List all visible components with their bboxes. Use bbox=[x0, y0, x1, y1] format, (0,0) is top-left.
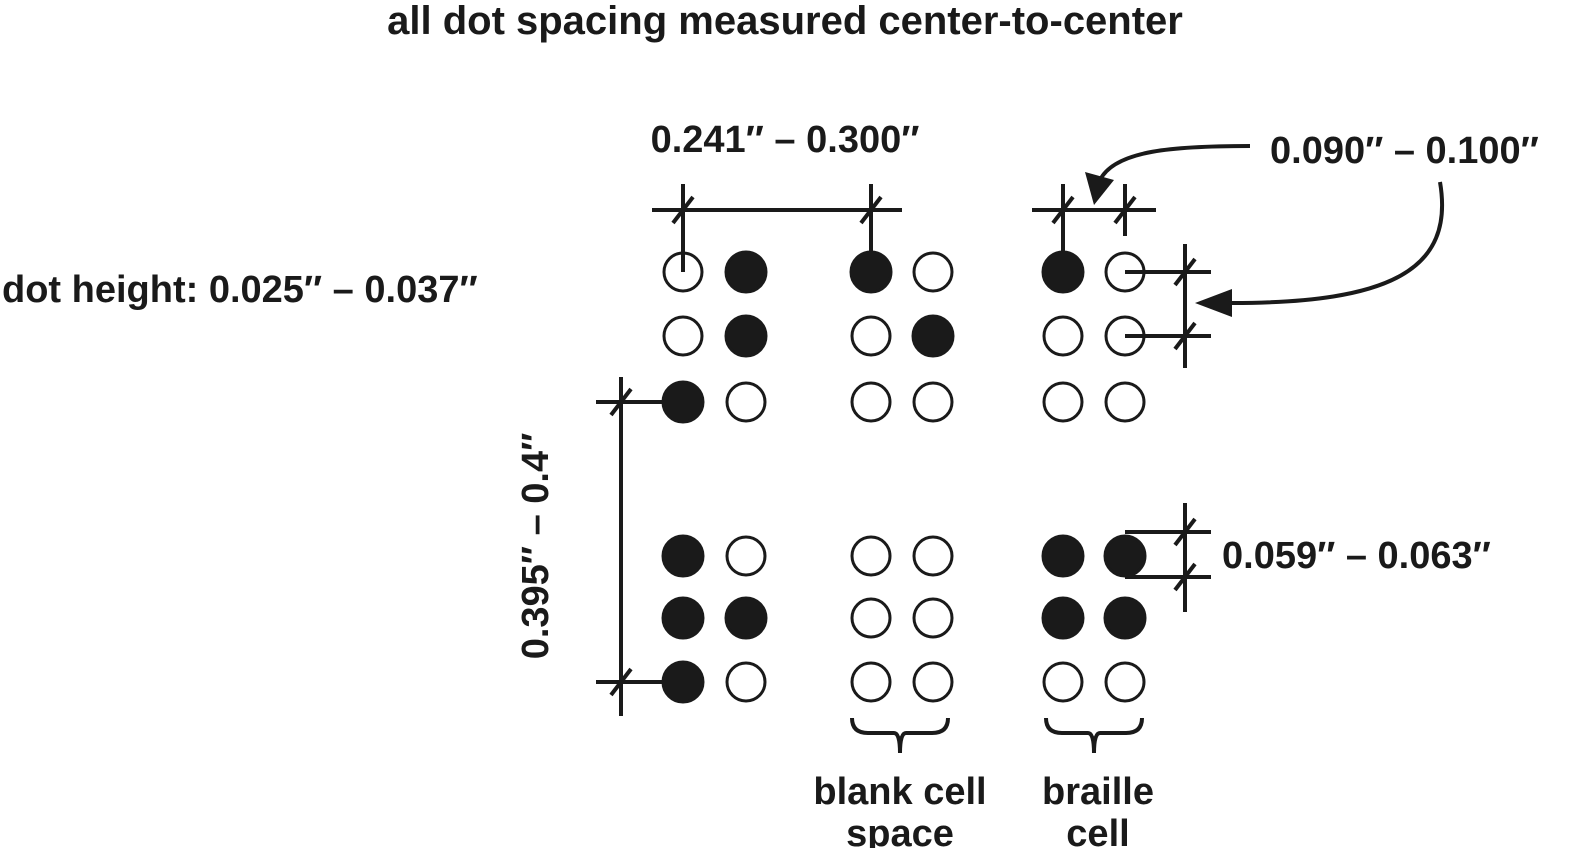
cell-spacing-slash-right bbox=[859, 195, 883, 225]
empty-dot-position bbox=[1042, 661, 1084, 703]
empty-dot-position bbox=[725, 535, 767, 577]
line-spacing-label: 0.395″ – 0.4″ bbox=[515, 433, 557, 660]
empty-dot-position bbox=[850, 597, 892, 639]
raised-dot bbox=[1041, 596, 1085, 640]
raised-dot bbox=[1103, 596, 1147, 640]
blank-cell-label-line1: blank cell bbox=[813, 771, 986, 813]
raised-dot bbox=[724, 314, 768, 358]
empty-dot-position bbox=[850, 381, 892, 423]
empty-dot-position bbox=[1042, 381, 1084, 423]
dot-base-slash-bottom bbox=[1173, 562, 1197, 592]
dot-spacing-arrowhead-vertical bbox=[1195, 289, 1232, 317]
empty-dot-position bbox=[850, 661, 892, 703]
dot-base-slash-top bbox=[1173, 517, 1197, 547]
empty-dot-position bbox=[912, 661, 954, 703]
dot-spacing-arrow-curve-horizontal bbox=[1098, 144, 1251, 182]
raised-dot bbox=[661, 596, 705, 640]
empty-dot-position bbox=[850, 535, 892, 577]
blank-cell-label-line2: space bbox=[846, 813, 954, 848]
dot-spacing-slash-v-top bbox=[1173, 257, 1197, 287]
dot-spacing-slash-h-right bbox=[1113, 195, 1137, 225]
raised-dot bbox=[1103, 534, 1147, 578]
cell-spacing-label: 0.241″ – 0.300″ bbox=[651, 119, 920, 161]
line-spacing-dimension: 0.395″ – 0.4″ bbox=[515, 377, 683, 716]
blank-cell-brace bbox=[850, 717, 950, 754]
empty-dot-position bbox=[912, 597, 954, 639]
cell-spacing-dimension: 0.241″ – 0.300″ bbox=[651, 119, 920, 272]
dot-spacing-arrow-curve-vertical bbox=[1231, 181, 1445, 305]
dot-spacing-dimension: 0.090″ – 0.100″ bbox=[1032, 130, 1539, 368]
empty-dot-position bbox=[662, 315, 704, 357]
braille-cell-label-line2: cell bbox=[1066, 813, 1129, 848]
empty-dot-position bbox=[1042, 315, 1084, 357]
braille-dots bbox=[661, 250, 1147, 704]
raised-dot bbox=[724, 250, 768, 294]
braille-cell bbox=[1041, 534, 1147, 703]
braille-cell-brace bbox=[1044, 717, 1144, 754]
cell-spacing-slash-left bbox=[671, 195, 695, 225]
dot-height-label: dot height: 0.025″ – 0.037″ bbox=[2, 269, 478, 311]
braille-cell bbox=[661, 250, 768, 424]
empty-dot-position bbox=[912, 381, 954, 423]
dot-spacing-slash-h-left bbox=[1051, 195, 1075, 225]
dot-base-dimension: 0.059″ – 0.063″ bbox=[1125, 503, 1491, 612]
empty-dot-position bbox=[1104, 381, 1146, 423]
diagram-title: all dot spacing measured center-to-cente… bbox=[387, 0, 1183, 43]
raised-dot bbox=[724, 596, 768, 640]
line-spacing-slash-top bbox=[609, 387, 633, 417]
empty-dot-position bbox=[912, 535, 954, 577]
empty-dot-position bbox=[850, 315, 892, 357]
raised-dot bbox=[911, 314, 955, 358]
braille-cell bbox=[850, 535, 954, 703]
empty-dot-position bbox=[1104, 661, 1146, 703]
blank-cell-brace-path bbox=[850, 717, 950, 754]
empty-dot-position bbox=[725, 661, 767, 703]
braille-cell bbox=[661, 534, 768, 704]
dot-spacing-arrowhead-horizontal bbox=[1085, 172, 1114, 205]
line-spacing-slash-bottom bbox=[609, 667, 633, 697]
braille-cell-brace-path bbox=[1044, 717, 1144, 754]
dot-spacing-slash-v-bottom bbox=[1173, 321, 1197, 351]
empty-dot-position bbox=[912, 251, 954, 293]
empty-dot-position bbox=[725, 381, 767, 423]
braille-cell bbox=[849, 250, 955, 423]
raised-dot bbox=[661, 534, 705, 578]
braille-cell-label-line1: braille bbox=[1042, 771, 1154, 813]
dot-base-label: 0.059″ – 0.063″ bbox=[1222, 535, 1491, 577]
braille-cell bbox=[1041, 250, 1146, 423]
raised-dot bbox=[1041, 534, 1085, 578]
dot-spacing-label: 0.090″ – 0.100″ bbox=[1270, 130, 1539, 172]
